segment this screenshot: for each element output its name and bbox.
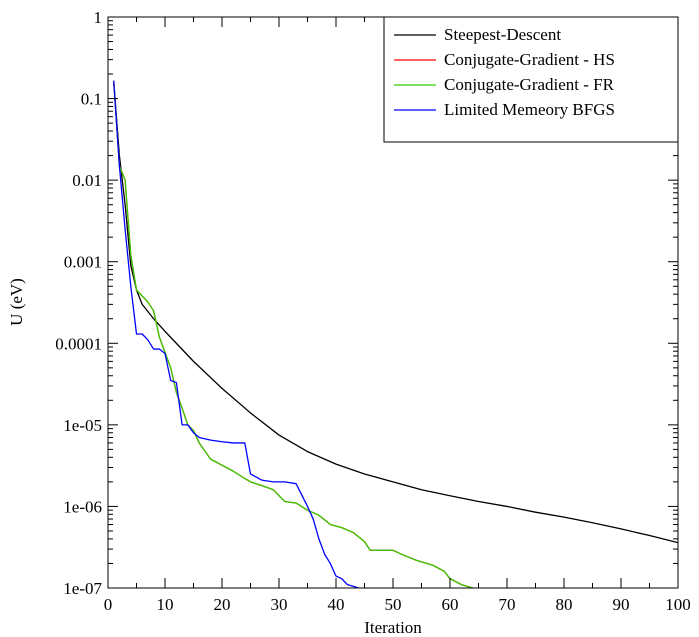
y-tick-label: 1e-06 [63, 497, 102, 516]
series-line-limited-memeory-bfgs [113, 80, 359, 588]
y-tick-label: 1e-05 [63, 416, 102, 435]
x-tick-label: 70 [499, 595, 516, 614]
x-axis: 0 10 20 30 40 50 60 70 80 90 100 [104, 17, 691, 614]
x-tick-label: 90 [613, 595, 630, 614]
legend-label: Limited Memeory BFGS [444, 100, 615, 119]
legend: Steepest-Descent Conjugate-Gradient - HS C… [383, 16, 679, 143]
x-axis-label: Iteration [364, 618, 422, 637]
y-tick-label: 0.0001 [55, 334, 102, 353]
y-tick-label: 1 [94, 8, 103, 27]
y-tick-label: 1e-07 [63, 579, 102, 598]
x-tick-label: 10 [157, 595, 174, 614]
x-tick-label: 80 [556, 595, 573, 614]
x-tick-label: 100 [665, 595, 691, 614]
legend-label: Conjugate-Gradient - HS [444, 50, 615, 69]
y-tick-label: 0.001 [64, 253, 102, 272]
x-tick-label: 40 [328, 595, 345, 614]
legend-box [383, 16, 679, 143]
y-tick-label: 0.01 [72, 171, 102, 190]
x-tick-label: 20 [214, 595, 231, 614]
series-layer [113, 80, 678, 588]
x-tick-label: 30 [271, 595, 288, 614]
x-tick-label: 0 [104, 595, 113, 614]
legend-label: Steepest-Descent [444, 25, 561, 44]
y-tick-label: 0.1 [81, 90, 102, 109]
y-axis-label: U (eV) [7, 278, 26, 326]
legend-label: Conjugate-Gradient - FR [444, 75, 615, 94]
series-line-conjugate-gradient-fr [113, 80, 473, 588]
x-tick-label: 60 [442, 595, 459, 614]
x-tick-label: 50 [385, 595, 402, 614]
series-line-steepest-descent [113, 80, 678, 544]
